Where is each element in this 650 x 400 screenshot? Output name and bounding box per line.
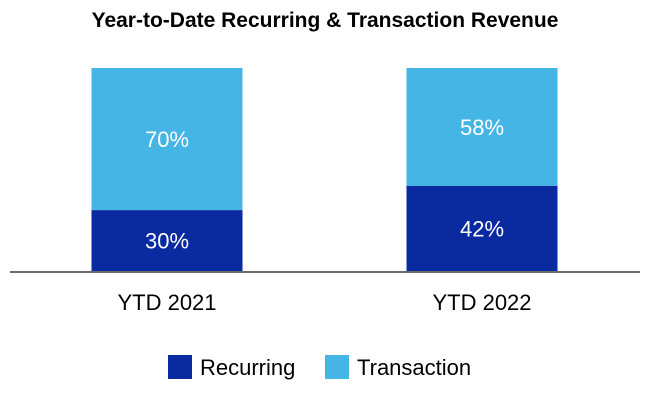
- legend: Recurring Transaction: [168, 355, 471, 380]
- chart-title: Year-to-Date Recurring & Transaction Rev…: [92, 9, 559, 32]
- legend-swatch-recurring: [168, 355, 192, 379]
- legend-label-transaction: Transaction: [357, 355, 471, 380]
- x-tick-label-2: YTD 2022: [432, 290, 531, 315]
- bar-transaction-2: [406, 68, 558, 186]
- data-label-recurring-2: 42%: [460, 216, 504, 241]
- bar-transaction-1: [91, 68, 243, 211]
- data-label-transaction-2: 58%: [460, 115, 504, 140]
- plot-area: 30% 70% YTD 2021 42% 58% YTD 2022: [10, 68, 640, 315]
- bar-recurring-2: [406, 185, 558, 271]
- legend-label-recurring: Recurring: [200, 355, 295, 380]
- data-label-recurring-1: 30%: [145, 229, 189, 254]
- data-label-transaction-1: 70%: [145, 127, 189, 152]
- bar-recurring-1: [91, 210, 243, 271]
- x-tick-label-1: YTD 2021: [117, 290, 216, 315]
- legend-swatch-transaction: [325, 355, 349, 379]
